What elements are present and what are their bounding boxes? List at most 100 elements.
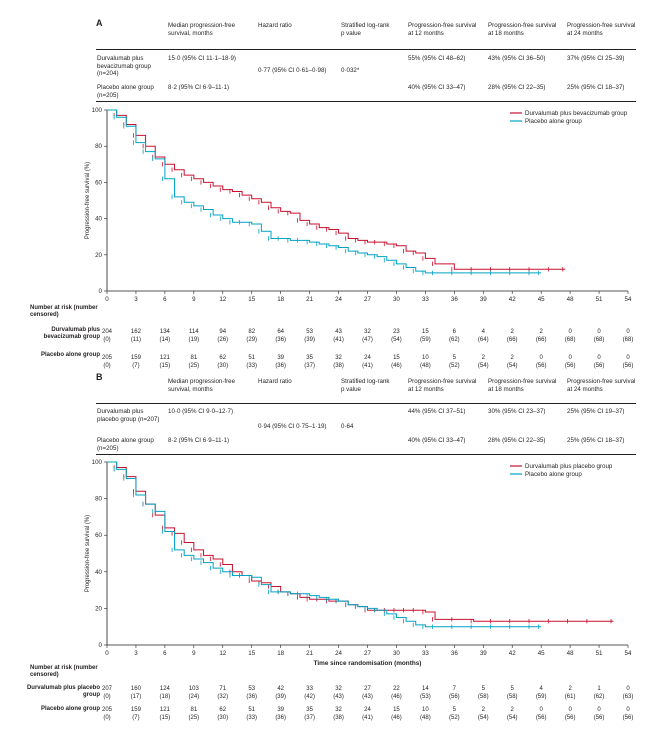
risk-number: 32 (335, 707, 342, 713)
risk-number: 51 (248, 355, 256, 361)
risk-censored: (52) (448, 363, 460, 369)
x-tick-label: 6 (163, 650, 167, 657)
risk-number: 22 (393, 686, 400, 692)
risk-censored: (56) (593, 363, 605, 369)
x-tick-label: 12 (219, 650, 226, 657)
panel-b: B Median progression-free survival, mont… (0, 368, 652, 737)
row-pfs-18: 30% (95% CI 23–37) (488, 408, 546, 415)
row-pfs-24: 37% (95% CI 25–39) (567, 55, 625, 62)
row-group-label: Placebo alone group (n=205) (97, 84, 154, 99)
risk-number: 0 (597, 329, 601, 335)
km-line-placebo (107, 109, 542, 274)
risk-censored: (54) (506, 715, 518, 721)
risk-number: 81 (190, 707, 198, 713)
legend-label: Placebo alone group (525, 471, 582, 478)
risk-number: 0 (539, 355, 543, 361)
risk-censored: (56) (622, 363, 634, 369)
risk-number: 62 (219, 355, 227, 361)
risk-censored: (19) (188, 337, 200, 343)
risk-number: 0 (568, 329, 572, 335)
x-tick-label: 45 (538, 650, 545, 657)
risk-number: 2 (481, 355, 485, 361)
x-tick-label: 12 (219, 296, 226, 303)
risk-censored: (62) (448, 337, 460, 343)
risk-number: 0 (568, 355, 572, 361)
risk-row-label: Placebo alone group (40, 352, 100, 358)
risk-censored: (17) (130, 694, 142, 700)
risk-censored: (56) (535, 363, 547, 369)
risk-censored: (53) (420, 694, 431, 700)
row-hazard-ratio: 0·77 (95% CI 0·61–0·98) (258, 67, 327, 74)
y-tick-label: 40 (95, 569, 102, 576)
risk-censored: (41) (362, 363, 373, 369)
risk-censored: (59) (420, 337, 431, 343)
panel-label: B (96, 372, 103, 382)
risk-censored: (18) (159, 694, 171, 700)
risk-number: 53 (306, 329, 313, 335)
table-rule (96, 403, 636, 404)
x-tick-label: 0 (105, 650, 109, 657)
risk-censored: (0) (103, 363, 111, 369)
risk-censored: (46) (391, 694, 402, 700)
risk-censored: (42) (304, 694, 315, 700)
row-group-label: Durvalumab plus placebo group (n=207) (97, 408, 160, 423)
risk-number: 15 (422, 329, 429, 335)
x-tick-label: 51 (596, 650, 603, 657)
risk-number: 32 (335, 686, 342, 692)
risk-number: 81 (190, 355, 198, 361)
risk-censored: (32) (217, 694, 229, 700)
risk-censored: (56) (622, 715, 634, 721)
risk-censored: (66) (535, 337, 547, 343)
x-tick-label: 36 (451, 650, 458, 657)
risk-censored: (38) (333, 363, 344, 369)
risk-number: 114 (189, 329, 199, 335)
risk-censored: (15) (159, 363, 171, 369)
risk-row-label: Placebo alone group (40, 706, 100, 712)
risk-number: 4 (481, 329, 485, 335)
risk-number: 35 (306, 355, 313, 361)
y-tick-label: 60 (95, 179, 102, 186)
x-tick-label: 21 (306, 296, 313, 303)
risk-censored: (41) (362, 715, 373, 721)
risk-censored: (68) (593, 337, 605, 343)
risk-censored: (15) (159, 715, 171, 721)
risk-number: 121 (159, 355, 170, 361)
risk-censored: (36) (246, 694, 258, 700)
risk-number: 0 (568, 707, 572, 713)
row-pfs-18: 28% (95% CI 22–35) (488, 437, 546, 444)
risk-censored: (54) (391, 337, 402, 343)
risk-number: 10 (422, 707, 429, 713)
risk-number: 134 (159, 329, 170, 335)
risk-censored: (25) (188, 715, 200, 721)
risk-censored: (14) (159, 337, 171, 343)
risk-number: 205 (101, 355, 112, 361)
x-tick-label: 24 (335, 296, 342, 303)
x-tick-label: 3 (134, 296, 138, 303)
y-tick-label: 100 (92, 459, 103, 466)
x-tick-label: 39 (480, 650, 487, 657)
risk-number: 27 (364, 686, 371, 692)
risk-number: 2 (510, 355, 514, 361)
risk-number: 124 (159, 686, 170, 692)
risk-number: 0 (597, 707, 601, 713)
risk-number: 64 (277, 329, 284, 335)
risk-number: 43 (335, 329, 342, 335)
row-group-label: Placebo alone group (n=205) (97, 437, 154, 452)
risk-censored: (7) (132, 363, 140, 369)
risk-title: Number at risk (number censored) (30, 305, 98, 318)
risk-censored: (7) (132, 715, 140, 721)
risk-censored: (43) (362, 694, 373, 700)
risk-censored: (36) (275, 363, 286, 369)
x-tick-label: 54 (625, 650, 632, 657)
risk-number: 71 (219, 686, 227, 692)
risk-censored: (64) (477, 337, 489, 343)
risk-row-label: Durvalumab plus placebo group (26, 685, 100, 698)
risk-censored: (25) (188, 363, 200, 369)
risk-number: 23 (393, 329, 400, 335)
x-tick-label: 0 (105, 296, 109, 303)
risk-number: 33 (306, 686, 313, 692)
x-tick-label: 27 (364, 650, 371, 657)
risk-number: 2 (481, 707, 485, 713)
x-tick-label: 39 (480, 296, 487, 303)
risk-censored: (48) (420, 715, 431, 721)
